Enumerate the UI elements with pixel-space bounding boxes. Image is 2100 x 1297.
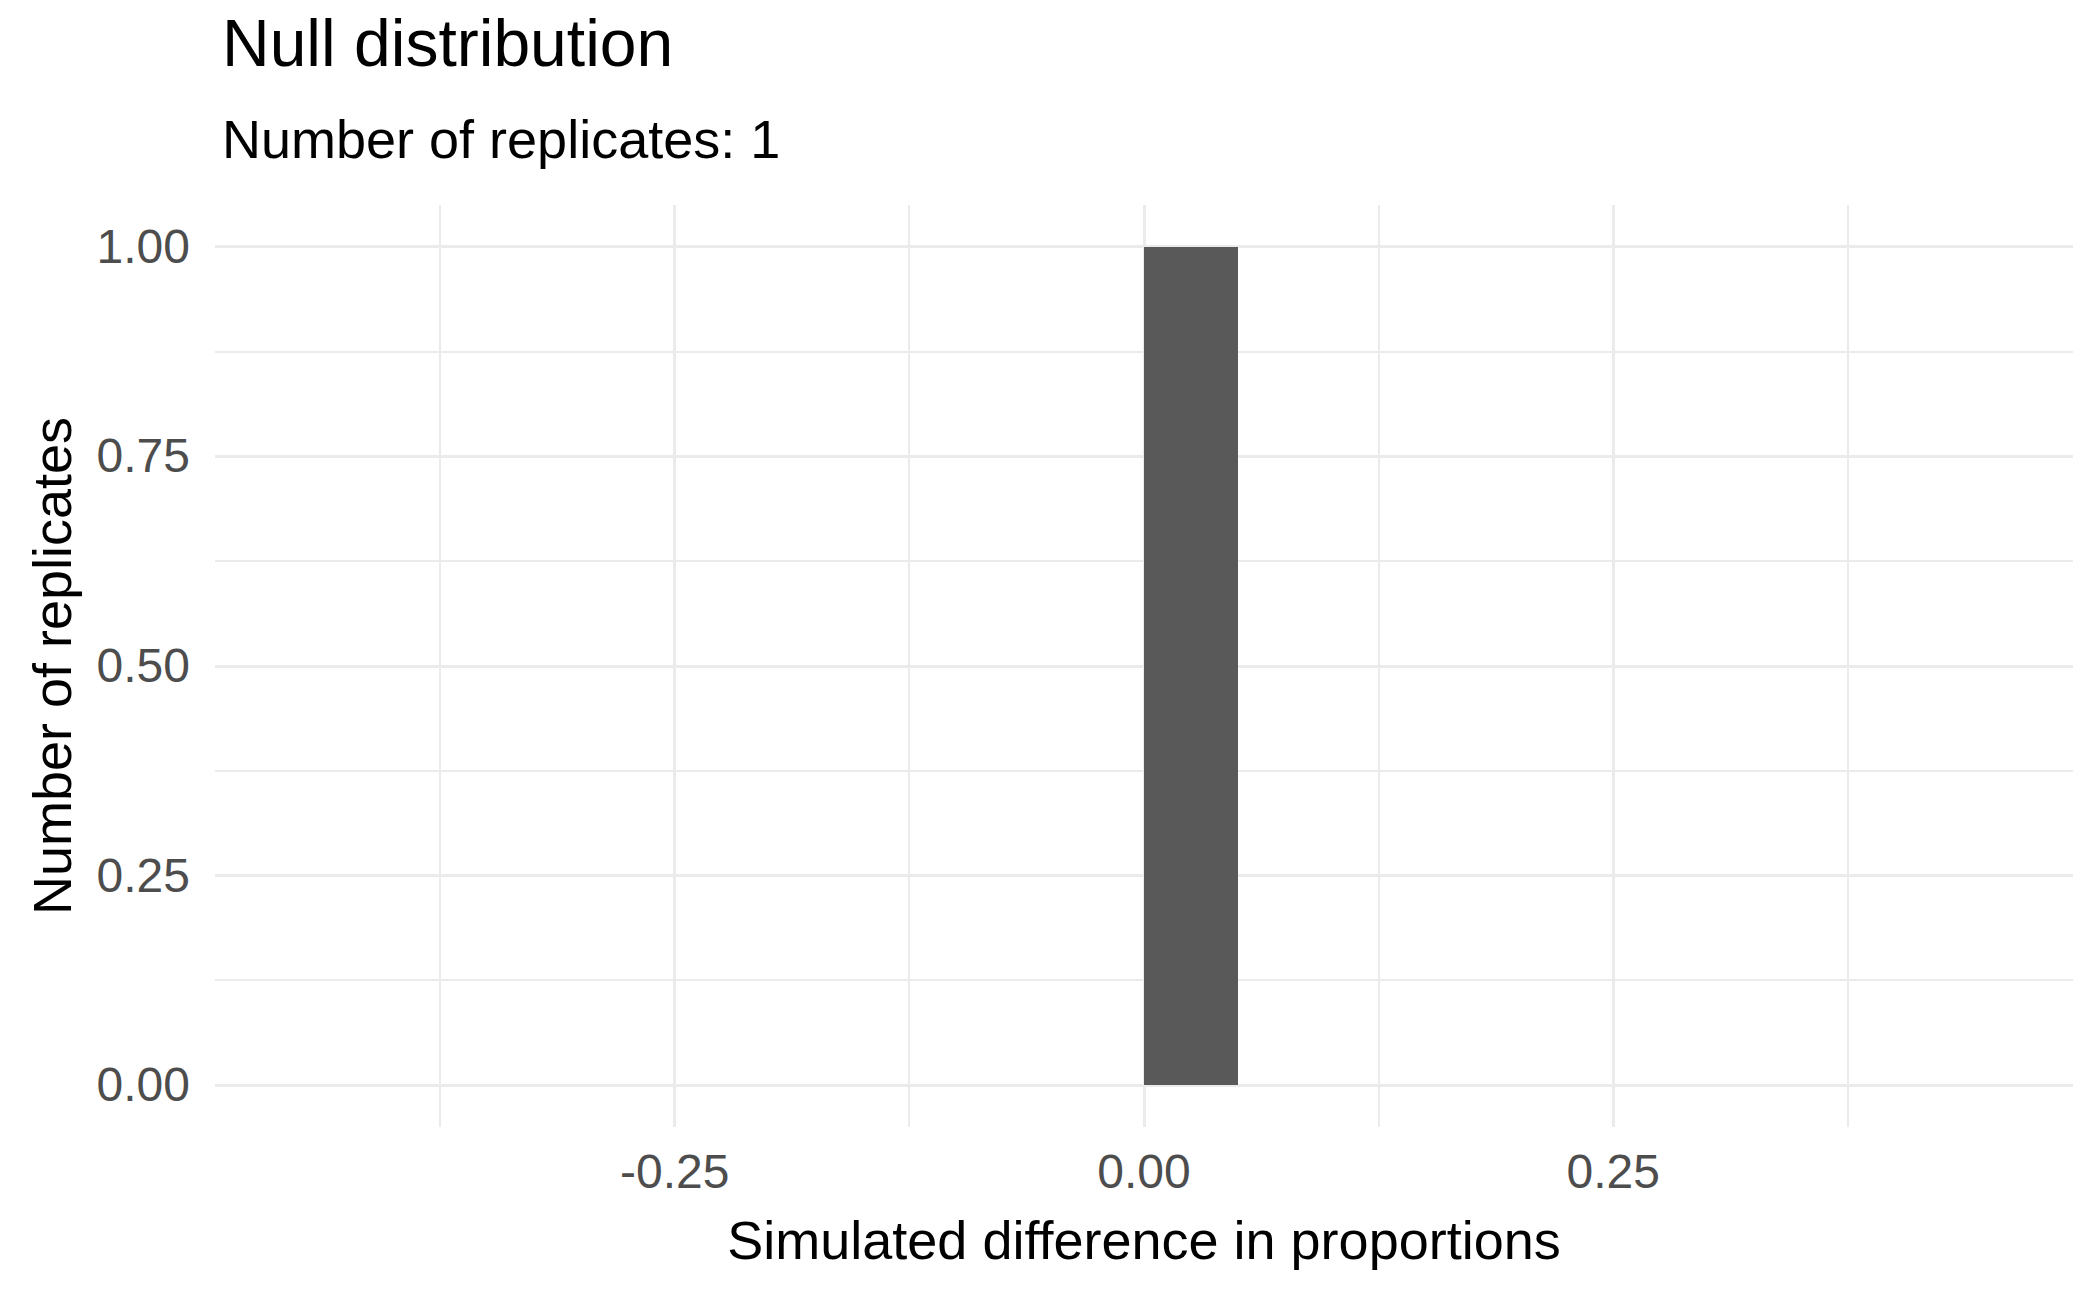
- histogram-bar: [1144, 247, 1238, 1085]
- y-tick-label: 0.50: [0, 642, 190, 690]
- y-tick-label: 0.00: [0, 1061, 190, 1109]
- x-tick-label: 0.00: [1097, 1148, 1190, 1196]
- x-tick-label: 0.25: [1566, 1148, 1659, 1196]
- y-tick-label: 0.25: [0, 852, 190, 900]
- plot-title: Null distribution: [222, 10, 673, 76]
- plot-figure: Null distribution Number of replicates: …: [0, 0, 2100, 1297]
- x-tick-label: -0.25: [620, 1148, 729, 1196]
- plot-subtitle: Number of replicates: 1: [222, 112, 780, 166]
- y-tick-label: 1.00: [0, 223, 190, 271]
- y-tick-label: 0.75: [0, 432, 190, 480]
- x-axis-title: Simulated difference in proportions: [727, 1213, 1561, 1267]
